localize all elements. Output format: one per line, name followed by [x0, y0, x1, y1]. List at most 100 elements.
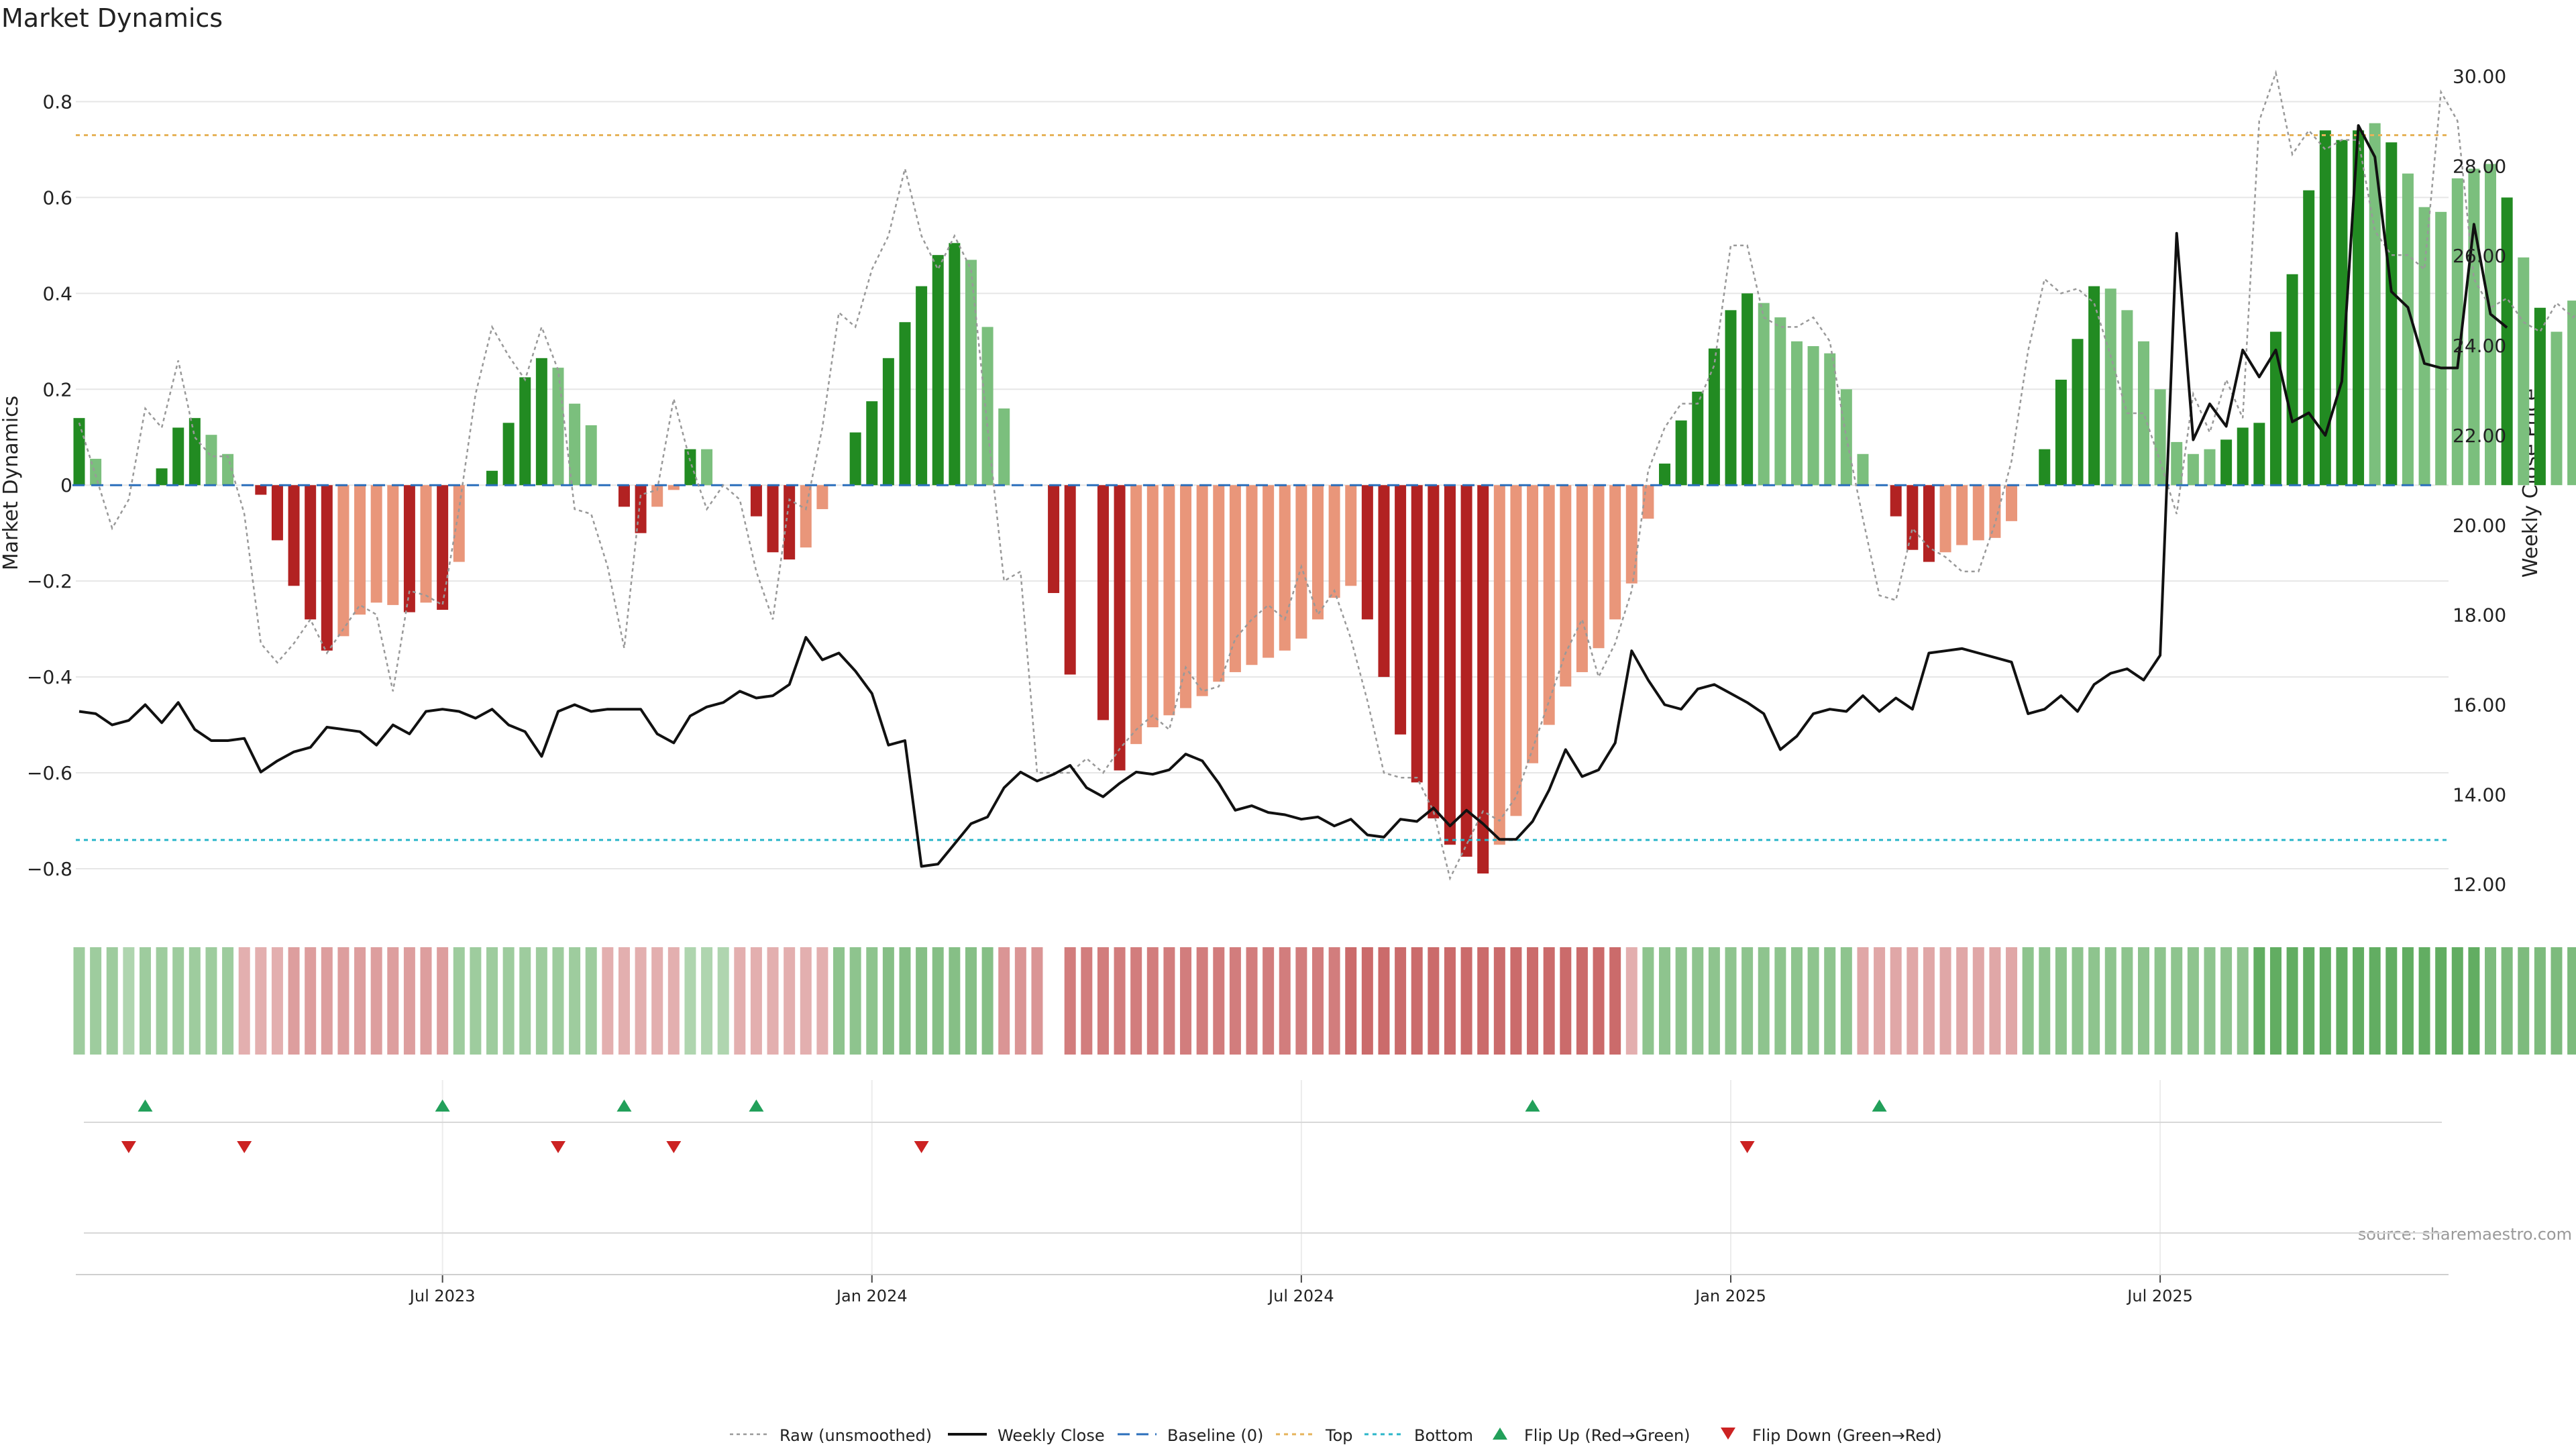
legend-swatch-flip-up [1493, 1428, 1507, 1440]
bar [916, 286, 928, 486]
bar [1659, 464, 1671, 486]
y-tick-label-left: 0 [60, 474, 72, 496]
heat-cell [1395, 947, 1407, 1055]
y-tick-label-left: −0.4 [27, 666, 72, 688]
bar [2121, 310, 2133, 486]
heat-cell [470, 947, 482, 1055]
heat-cell [932, 947, 944, 1055]
heat-cell [2468, 947, 2480, 1055]
bar [2138, 341, 2149, 486]
heat-cell [354, 947, 366, 1055]
bar [2237, 427, 2249, 486]
bar [2353, 130, 2365, 486]
heat-cell [2402, 947, 2414, 1055]
heat-cell [2485, 947, 2497, 1055]
bar [1774, 317, 1786, 486]
heat-cell [2204, 947, 2216, 1055]
legend-label: Bottom [1414, 1426, 1473, 1445]
heat-cell [800, 947, 812, 1055]
bar [222, 453, 234, 486]
heat-cell [453, 947, 465, 1055]
bar [1048, 485, 1060, 594]
heat-cell [2072, 947, 2084, 1055]
bar [1064, 485, 1076, 675]
bar [1593, 485, 1605, 649]
heat-cell [2088, 947, 2100, 1055]
heat-cell [882, 947, 894, 1055]
heat-cell [2006, 947, 2018, 1055]
x-tick-label: Jul 2023 [409, 1287, 476, 1305]
legend-swatch-flip-down [1721, 1428, 1735, 1440]
bar [1790, 341, 1803, 486]
bar [1989, 485, 2001, 538]
bar [2269, 331, 2282, 486]
heat-cell [2534, 947, 2546, 1055]
heat-cell [2303, 947, 2315, 1055]
heat-cell [123, 947, 135, 1055]
bar [1527, 485, 1539, 763]
bar [1956, 485, 1968, 545]
bar [1328, 485, 1340, 598]
heat-cell [1576, 947, 1588, 1055]
bar [932, 255, 944, 486]
heat-cell [2022, 947, 2034, 1055]
heat-cell [1725, 947, 1737, 1055]
y-tick-label-right: 18.00 [2453, 604, 2506, 627]
heat-cell [1196, 947, 1208, 1055]
heat-cell [784, 947, 796, 1055]
heat-cell [519, 947, 531, 1055]
bar [1857, 453, 1869, 486]
heat-cell [403, 947, 415, 1055]
bar [2072, 339, 2084, 486]
bar [1923, 485, 1935, 562]
heat-cell [1361, 947, 1373, 1055]
bar [2451, 178, 2463, 486]
x-tick-label: Jul 2025 [2126, 1287, 2193, 1305]
line-series [72, 69, 2576, 881]
bar [1807, 345, 1819, 486]
heat-cell [1263, 947, 1275, 1055]
heat-cell [1989, 947, 2001, 1055]
heat-cell [981, 947, 994, 1055]
heat-cell [949, 947, 961, 1055]
heat-cell [535, 947, 547, 1055]
bar [1295, 485, 1307, 639]
bar [1493, 485, 1505, 845]
heat-cell [1295, 947, 1307, 1055]
bar [2385, 142, 2398, 486]
heat-cell [1625, 947, 1638, 1055]
bar [651, 485, 663, 507]
heat-cell [1064, 947, 1076, 1055]
flip-up-marker [435, 1099, 450, 1112]
heat-cell [1874, 947, 1886, 1055]
bar [2171, 441, 2183, 486]
bar [1890, 485, 1902, 517]
flip-markers [121, 1099, 1887, 1153]
y-tick-label-left: 0.8 [42, 91, 72, 113]
bar [767, 485, 779, 553]
bar [1229, 485, 1241, 672]
heat-cell [1444, 947, 1456, 1055]
heat-cell [1543, 947, 1555, 1055]
bar [519, 377, 531, 486]
heat-cell [1213, 947, 1225, 1055]
bar [1460, 485, 1472, 857]
y-tick-label-right: 22.00 [2453, 425, 2506, 447]
heat-cell [1790, 947, 1803, 1055]
heat-cell [2369, 947, 2381, 1055]
heat-cell [1146, 947, 1159, 1055]
bar [1510, 485, 1522, 816]
flip-up-marker [1525, 1099, 1540, 1112]
bar [882, 358, 894, 486]
bar [784, 485, 796, 559]
bar [2336, 140, 2348, 486]
bar [1263, 485, 1275, 658]
heat-cell [1675, 947, 1687, 1055]
bar [1560, 485, 1572, 687]
heat-cell [1510, 947, 1522, 1055]
heat-cell [2269, 947, 2282, 1055]
heat-cell [2286, 947, 2298, 1055]
heat-cell [1923, 947, 1935, 1055]
bar [667, 485, 680, 490]
heat-cell [2435, 947, 2447, 1055]
